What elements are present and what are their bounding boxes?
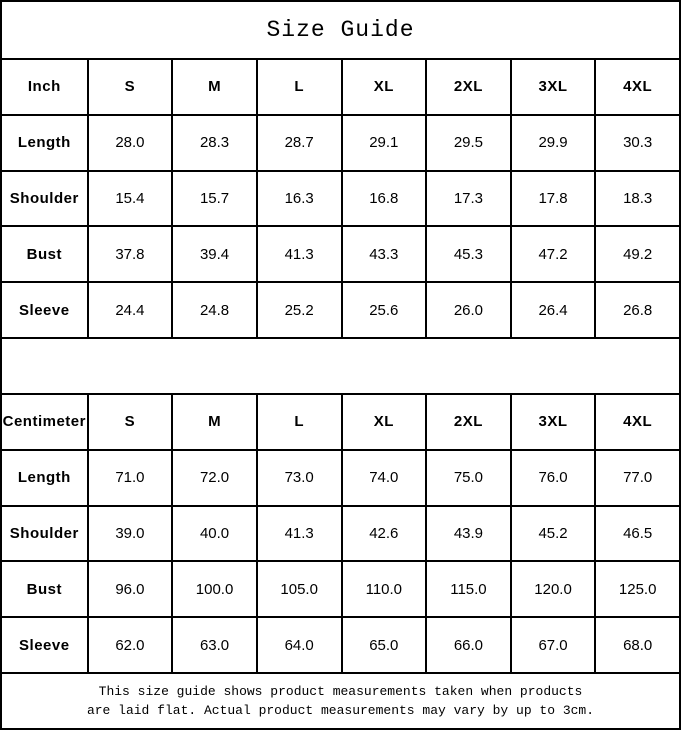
row-label: Bust (2, 225, 87, 281)
unit-header: Centimeter (2, 392, 87, 449)
value-cell: 43.3 (340, 225, 426, 282)
value-cell: 17.3 (425, 169, 510, 226)
value-cell: 46.5 (594, 504, 679, 561)
column-header: XL (340, 392, 426, 449)
value-cell: 29.9 (509, 113, 595, 170)
value-cell: 39.4 (171, 225, 256, 282)
value-cell: 72.0 (171, 448, 256, 505)
value-cell: 47.2 (509, 225, 595, 282)
value-cell: 105.0 (255, 560, 341, 617)
value-cell: 42.6 (340, 504, 426, 561)
value-cell: 43.9 (425, 504, 510, 561)
value-cell: 18.3 (594, 169, 679, 226)
value-cell: 67.0 (509, 616, 595, 673)
value-cell: 28.3 (171, 113, 256, 170)
table-spacer (2, 337, 679, 393)
value-cell: 68.0 (594, 616, 679, 673)
value-cell: 74.0 (340, 448, 426, 505)
column-header: 2XL (425, 57, 510, 114)
column-header: 2XL (425, 392, 510, 449)
value-cell: 63.0 (171, 616, 256, 673)
value-cell: 41.3 (255, 225, 341, 282)
row-label: Shoulder (2, 169, 87, 226)
column-header: S (86, 392, 172, 449)
row-label: Length (2, 448, 87, 505)
value-cell: 96.0 (86, 560, 172, 617)
value-cell: 115.0 (425, 560, 510, 617)
row-label: Shoulder (2, 504, 87, 561)
column-header: L (255, 392, 341, 449)
value-cell: 75.0 (425, 448, 510, 505)
column-header: 3XL (509, 57, 595, 114)
page-title: Size Guide (266, 16, 415, 43)
value-cell: 66.0 (425, 616, 510, 673)
value-cell: 73.0 (255, 448, 341, 505)
value-cell: 62.0 (86, 616, 172, 673)
row-label: Bust (2, 560, 87, 616)
column-header: M (171, 392, 256, 449)
footer-note-line1: This size guide shows product measuremen… (98, 684, 583, 700)
value-cell: 15.7 (171, 169, 256, 226)
value-cell: 24.8 (171, 281, 256, 338)
value-cell: 100.0 (171, 560, 256, 617)
unit-header: Inch (2, 57, 87, 114)
value-cell: 64.0 (255, 616, 341, 673)
value-cell: 29.5 (425, 113, 510, 170)
value-cell: 28.7 (255, 113, 341, 170)
value-cell: 45.3 (425, 225, 510, 282)
value-cell: 26.4 (509, 281, 595, 338)
value-cell: 26.8 (594, 281, 679, 338)
value-cell: 45.2 (509, 504, 595, 561)
value-cell: 29.1 (340, 113, 426, 170)
value-cell: 24.4 (86, 281, 172, 338)
row-label: Length (2, 113, 87, 170)
row-label: Sleeve (2, 281, 87, 337)
column-header: S (86, 57, 172, 114)
column-header: 3XL (509, 392, 595, 449)
value-cell: 76.0 (509, 448, 595, 505)
value-cell: 65.0 (340, 616, 426, 673)
row-label: Sleeve (2, 616, 87, 672)
value-cell: 25.6 (340, 281, 426, 338)
value-cell: 40.0 (171, 504, 256, 561)
value-cell: 28.0 (86, 113, 172, 170)
footer-note: This size guide shows product measuremen… (2, 672, 679, 728)
value-cell: 17.8 (509, 169, 595, 226)
value-cell: 16.3 (255, 169, 341, 226)
value-cell: 26.0 (425, 281, 510, 338)
value-cell: 41.3 (255, 504, 341, 561)
value-cell: 120.0 (509, 560, 595, 617)
column-header: 4XL (594, 57, 679, 114)
value-cell: 30.3 (594, 113, 679, 170)
value-cell: 49.2 (594, 225, 679, 282)
footer-note-line2: are laid flat. Actual product measuremen… (86, 703, 595, 719)
value-cell: 110.0 (340, 560, 426, 617)
column-header: 4XL (594, 392, 679, 449)
value-cell: 77.0 (594, 448, 679, 505)
value-cell: 71.0 (86, 448, 172, 505)
column-header: M (171, 57, 256, 114)
value-cell: 125.0 (594, 560, 679, 617)
value-cell: 15.4 (86, 169, 172, 226)
value-cell: 37.8 (86, 225, 172, 282)
value-cell: 39.0 (86, 504, 172, 561)
value-cell: 16.8 (340, 169, 426, 226)
value-cell: 25.2 (255, 281, 341, 338)
column-header: XL (340, 57, 426, 114)
column-header: L (255, 57, 341, 114)
